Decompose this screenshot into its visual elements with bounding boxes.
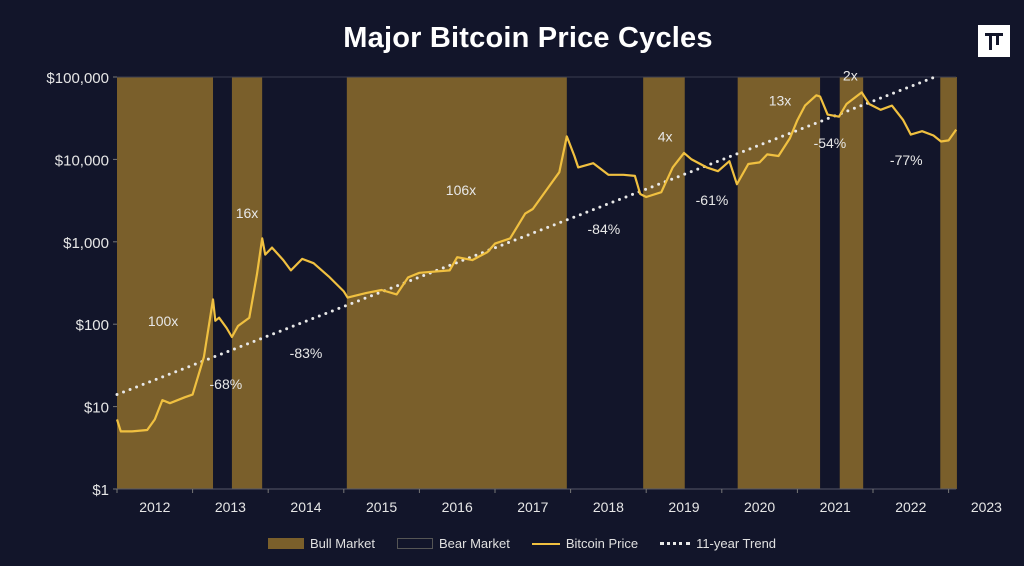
legend-item-bear: Bear Market bbox=[397, 536, 510, 551]
x-tick-label: 2016 bbox=[442, 499, 473, 515]
price-swatch bbox=[531, 542, 560, 545]
bull-market-band bbox=[231, 77, 263, 489]
x-tick-label: 2020 bbox=[744, 499, 775, 515]
cycle-annotation: 106x bbox=[446, 182, 476, 198]
bull-market-band bbox=[346, 77, 567, 489]
price-chart: $1 $10 $100 $1,000 $10,000 $100,000 2012 2013 20… bbox=[46, 67, 1002, 515]
y-tick-label: $100,000 bbox=[46, 70, 109, 87]
bitcoin-price-line bbox=[115, 91, 958, 433]
y-tick-label: $100 bbox=[76, 317, 109, 334]
cycle-annotation: -84% bbox=[588, 221, 621, 237]
logo-icon bbox=[985, 33, 1003, 50]
x-tick-label: 2014 bbox=[290, 499, 321, 515]
bull-market-band bbox=[117, 77, 214, 489]
cycle-annotation: -68% bbox=[210, 376, 243, 392]
cycle-annotation: 16x bbox=[236, 205, 259, 221]
legend: Bull Market Bear Market Bitcoin Price 11… bbox=[0, 536, 1024, 551]
legend-item-bull: Bull Market bbox=[267, 536, 375, 551]
y-tick-label: $10,000 bbox=[55, 152, 109, 169]
brand-logo bbox=[978, 25, 1010, 57]
bull-market-band bbox=[643, 77, 685, 489]
trend-swatch bbox=[660, 542, 691, 545]
x-tick-label: 2023 bbox=[971, 499, 1002, 515]
x-tick-label: 2021 bbox=[820, 499, 851, 515]
cycle-annotation: 4x bbox=[658, 128, 673, 144]
legend-label: Bull Market bbox=[309, 536, 375, 551]
cycle-annotation: -61% bbox=[696, 192, 729, 208]
cycle-annotation: -83% bbox=[290, 345, 323, 361]
bull-market-band bbox=[737, 77, 821, 489]
x-tick-label: 2012 bbox=[139, 499, 170, 515]
cycle-annotation: 2x bbox=[843, 67, 858, 83]
y-tick-label: $10 bbox=[84, 400, 109, 417]
bull-market-band bbox=[940, 77, 957, 489]
x-tick-label: 2013 bbox=[215, 499, 246, 515]
y-tick-label: $1 bbox=[92, 482, 109, 499]
cycle-annotation: -77% bbox=[890, 152, 923, 168]
legend-label: Bear Market bbox=[439, 536, 510, 551]
bull-swatch bbox=[267, 538, 304, 549]
bear-swatch bbox=[397, 538, 433, 549]
cycle-annotation: 13x bbox=[769, 92, 792, 108]
x-tick-label: 2017 bbox=[517, 499, 548, 515]
cycle-annotation: 100x bbox=[148, 313, 178, 329]
legend-label: Bitcoin Price bbox=[565, 536, 639, 551]
trend-line bbox=[115, 75, 937, 397]
x-tick-label: 2019 bbox=[668, 499, 699, 515]
legend-item-price: Bitcoin Price bbox=[531, 536, 639, 551]
x-tick-label: 2018 bbox=[593, 499, 624, 515]
bull-market-band bbox=[839, 77, 864, 489]
y-tick-label: $1,000 bbox=[63, 235, 109, 252]
x-tick-label: 2022 bbox=[895, 499, 926, 515]
chart-title: Major Bitcoin Price Cycles bbox=[343, 22, 713, 54]
cycle-annotation: -54% bbox=[814, 135, 847, 151]
legend-label: 11-year Trend bbox=[696, 536, 777, 551]
legend-item-trend: 11-year Trend bbox=[660, 536, 776, 551]
x-tick-label: 2015 bbox=[366, 499, 397, 515]
